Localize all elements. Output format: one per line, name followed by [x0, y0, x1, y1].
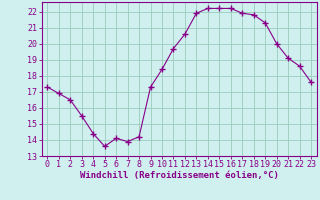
- X-axis label: Windchill (Refroidissement éolien,°C): Windchill (Refroidissement éolien,°C): [80, 171, 279, 180]
